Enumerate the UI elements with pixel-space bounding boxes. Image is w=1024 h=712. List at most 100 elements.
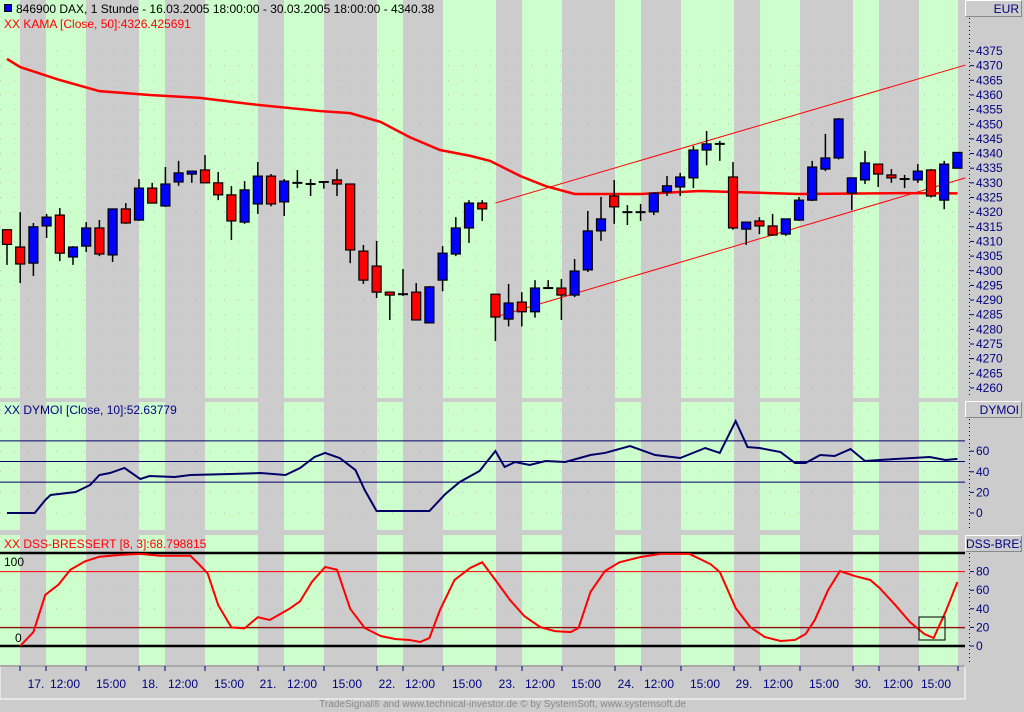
- candle: [160, 167, 171, 207]
- candle: [463, 200, 475, 243]
- candle: [925, 169, 937, 198]
- time-axis: [0, 665, 966, 700]
- candle-body: [516, 301, 527, 313]
- candle: [714, 140, 725, 161]
- candle: [411, 283, 422, 321]
- candle-body: [503, 302, 514, 320]
- candle-body: [239, 189, 250, 223]
- candle: [477, 200, 488, 221]
- time-label: 12:00: [287, 677, 317, 691]
- session-band: [0, 535, 20, 665]
- dss-marker-box: [918, 616, 946, 641]
- session-band: [681, 0, 734, 398]
- candle: [173, 160, 184, 186]
- session-band: [46, 402, 86, 530]
- candle-body: [41, 216, 52, 227]
- candle-body: [807, 166, 818, 201]
- candle-body: [741, 221, 752, 230]
- candle-body: [331, 179, 343, 185]
- candle: [609, 179, 620, 224]
- session-band: [615, 402, 641, 530]
- candle-body: [173, 172, 184, 183]
- time-label: 15:00: [332, 677, 362, 691]
- axis-tick-label: 4260: [976, 381, 1003, 395]
- candle: [305, 179, 316, 197]
- candle: [41, 213, 52, 238]
- candle-body: [147, 187, 158, 204]
- candle: [833, 118, 844, 160]
- candle: [1, 229, 13, 265]
- axis-tick-label: 40: [976, 465, 990, 479]
- session-band: [377, 535, 403, 665]
- candle-body: [595, 218, 607, 232]
- candle: [701, 130, 712, 166]
- candle: [688, 145, 699, 189]
- dss-axis-header: DSS-BRESSERT: [965, 535, 1022, 552]
- candle: [226, 186, 237, 240]
- axis-tick-label: 4370: [976, 59, 1003, 73]
- candle-body: [582, 230, 593, 271]
- session-band: [205, 402, 258, 530]
- candle: [807, 160, 818, 202]
- candle: [450, 217, 461, 257]
- candle: [358, 244, 369, 284]
- candle-body: [569, 270, 580, 296]
- candle-body: [107, 208, 118, 256]
- candle-body: [160, 183, 171, 207]
- candle-body: [952, 151, 963, 169]
- candle: [345, 183, 356, 264]
- dymoi-axis-header: DYMOI: [965, 401, 1022, 418]
- dss-legend: XX DSS-BRESSERT [8, 3]:68.798815: [4, 537, 207, 551]
- candle-body: [120, 208, 131, 224]
- candle-body: [529, 287, 541, 313]
- time-label: 12:00: [644, 677, 674, 691]
- axis-tick-label: 60: [976, 444, 990, 458]
- candle: [15, 212, 26, 284]
- candle: [648, 192, 659, 216]
- session-band: [46, 0, 86, 398]
- candle-body: [226, 194, 237, 222]
- candle: [912, 164, 923, 183]
- candle-body: [767, 225, 778, 236]
- axis-tick-label: 4310: [976, 234, 1003, 248]
- candle-body: [688, 149, 699, 179]
- candle: [582, 210, 593, 272]
- time-label: 12:00: [763, 677, 793, 691]
- candle: [754, 217, 765, 235]
- candle-body: [279, 180, 290, 203]
- candle: [67, 246, 79, 265]
- footer-copyright: TradeSignal® and www.technical-investor.…: [319, 699, 686, 710]
- session-band: [760, 535, 800, 665]
- candle-body: [648, 192, 659, 213]
- candle: [569, 259, 580, 298]
- axis-tick-label: 4265: [976, 366, 1003, 380]
- axis-tick-label: 4345: [976, 132, 1003, 146]
- axis-tick-label: 4315: [976, 220, 1003, 234]
- candle: [292, 169, 303, 189]
- candle-body: [727, 176, 739, 229]
- session-band: [681, 402, 734, 530]
- time-label: 23.: [499, 677, 516, 691]
- candle-body: [67, 246, 79, 258]
- candle: [873, 163, 884, 187]
- candle: [318, 180, 329, 189]
- candle-body: [463, 202, 475, 229]
- main-legend: 846900 DAX, 1 Stunde - 16.03.2005 18:00:…: [4, 2, 434, 16]
- time-label: 17.: [28, 677, 45, 691]
- candle-body: [833, 118, 844, 159]
- axis-tick-label: 20: [976, 620, 990, 634]
- time-label: 18.: [142, 677, 159, 691]
- candle: [767, 213, 778, 236]
- axis-tick-label: 4325: [976, 191, 1003, 205]
- session-band: [443, 402, 496, 530]
- candle: [661, 176, 673, 197]
- candle: [846, 177, 857, 211]
- time-label: 30.: [855, 677, 872, 691]
- candle-body: [186, 170, 197, 175]
- candle: [780, 218, 791, 236]
- session-band: [522, 535, 562, 665]
- time-label: 15:00: [452, 677, 482, 691]
- candle: [503, 283, 514, 327]
- candle: [120, 203, 131, 224]
